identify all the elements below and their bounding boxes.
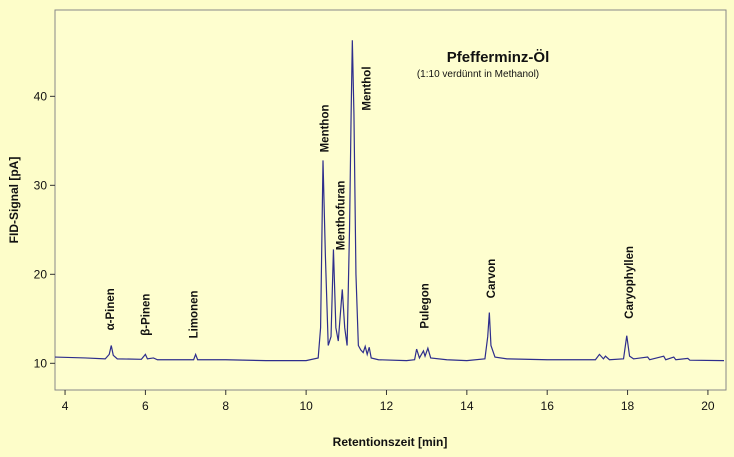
chart-title: Pfefferminz-Öl bbox=[447, 49, 550, 66]
peak-label: Caryophyllen bbox=[624, 246, 636, 319]
x-tick-label: 18 bbox=[621, 399, 635, 413]
plot-area bbox=[54, 9, 727, 391]
x-axis-label: Retentionszeit [min] bbox=[333, 435, 448, 449]
x-tick-label: 10 bbox=[299, 399, 313, 413]
x-tick-label: 12 bbox=[380, 399, 394, 413]
y-tick-label: 30 bbox=[34, 178, 48, 192]
x-tick-label: 20 bbox=[701, 399, 715, 413]
y-tick-label: 40 bbox=[34, 89, 48, 103]
peak-label: α-Pinen bbox=[105, 288, 117, 330]
peak-label: Carvon bbox=[486, 259, 498, 299]
y-tick-label: 10 bbox=[34, 356, 48, 370]
chart-subtitle: (1:10 verdünnt in Methanol) bbox=[417, 69, 539, 80]
peak-label: β-Pinen bbox=[140, 294, 152, 336]
y-axis-label: FID-Signal [pA] bbox=[7, 157, 21, 244]
y-tick-label: 20 bbox=[34, 267, 48, 281]
trace bbox=[54, 40, 724, 362]
x-tick-label: 16 bbox=[541, 399, 555, 413]
x-tick-label: 14 bbox=[460, 399, 474, 413]
peak-label: Menthofuran bbox=[336, 181, 348, 251]
peak-label: Menthon bbox=[320, 104, 332, 152]
x-tick-label: 6 bbox=[142, 399, 149, 413]
x-tick-label: 8 bbox=[222, 399, 229, 413]
x-tick-label: 4 bbox=[62, 399, 69, 413]
peak-label: Pulegon bbox=[420, 283, 432, 328]
peak-label: Menthol bbox=[361, 66, 373, 110]
peak-label: Limonen bbox=[189, 290, 201, 338]
